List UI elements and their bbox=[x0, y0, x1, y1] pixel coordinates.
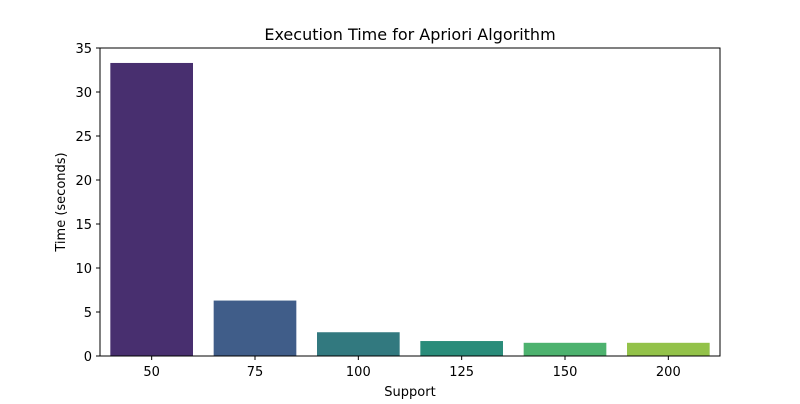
bar-50 bbox=[110, 62, 193, 357]
x-tick-label: 125 bbox=[449, 365, 474, 380]
x-axis-ticks: 50 75 100 125 150 200 bbox=[143, 356, 681, 380]
y-tick-label: 20 bbox=[75, 174, 92, 189]
x-tick-label: 150 bbox=[553, 365, 578, 380]
y-tick-label: 5 bbox=[84, 306, 92, 321]
x-axis-label: Support bbox=[384, 385, 435, 400]
x-tick-label: 50 bbox=[143, 365, 160, 380]
x-tick-label: 75 bbox=[247, 365, 264, 380]
y-tick-label: 10 bbox=[75, 262, 92, 277]
bar-75 bbox=[213, 300, 297, 356]
x-tick-label: 100 bbox=[346, 365, 371, 380]
bar-200 bbox=[627, 342, 710, 356]
bars-group bbox=[110, 62, 710, 357]
bar-150 bbox=[523, 342, 607, 356]
y-tick-label: 15 bbox=[75, 218, 92, 233]
y-axis-label: Time (seconds) bbox=[54, 152, 69, 252]
x-tick-label: 200 bbox=[656, 365, 681, 380]
y-axis-ticks: 0 5 10 15 20 25 30 35 bbox=[75, 42, 100, 365]
y-tick-label: 35 bbox=[75, 42, 92, 57]
bar-100 bbox=[317, 332, 400, 356]
y-tick-label: 30 bbox=[75, 86, 92, 101]
chart-title: Execution Time for Apriori Algorithm bbox=[264, 25, 555, 44]
y-tick-label: 25 bbox=[75, 130, 92, 145]
plot-frame bbox=[99, 47, 721, 357]
y-tick-label: 0 bbox=[84, 350, 92, 365]
bar-125 bbox=[420, 341, 503, 356]
